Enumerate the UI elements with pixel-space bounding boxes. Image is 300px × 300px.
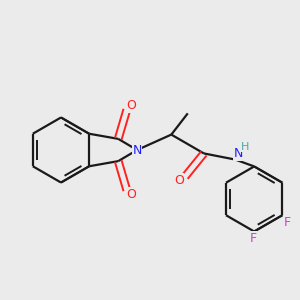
Text: O: O bbox=[126, 99, 136, 112]
Text: O: O bbox=[174, 174, 184, 187]
Text: O: O bbox=[126, 188, 136, 201]
Text: N: N bbox=[233, 147, 243, 160]
Text: N: N bbox=[132, 143, 142, 157]
Text: F: F bbox=[284, 216, 291, 229]
Text: F: F bbox=[250, 232, 257, 245]
Text: H: H bbox=[241, 142, 249, 152]
